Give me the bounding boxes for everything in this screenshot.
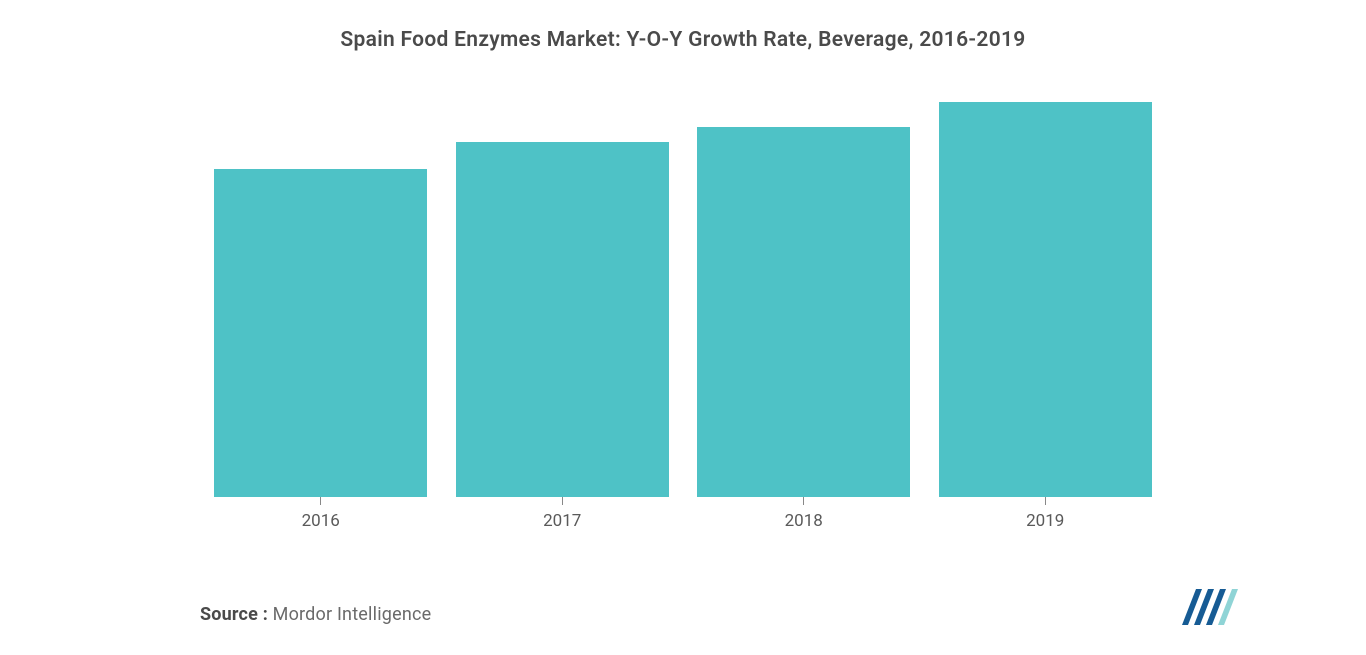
- bar: [214, 169, 427, 497]
- plot-area: [200, 87, 1166, 497]
- x-tick-group: 2016: [214, 497, 427, 531]
- x-tick-group: 2019: [939, 497, 1152, 531]
- x-axis-label: 2019: [1026, 511, 1064, 531]
- bar-group: [939, 102, 1152, 497]
- source-label: Source :: [200, 604, 268, 625]
- bar: [456, 142, 669, 497]
- tick-mark: [320, 497, 321, 505]
- x-tick-group: 2018: [697, 497, 910, 531]
- bar: [939, 102, 1152, 497]
- source-value: Mordor Intelligence: [273, 604, 432, 625]
- tick-mark: [803, 497, 804, 505]
- bar-group: [456, 142, 669, 497]
- bar-group: [697, 127, 910, 497]
- source-text: Source : Mordor Intelligence: [200, 604, 431, 625]
- chart-title: Spain Food Enzymes Market: Y-O-Y Growth …: [0, 28, 1366, 52]
- bar: [697, 127, 910, 497]
- x-axis: 2016 2017 2018 2019: [200, 497, 1166, 539]
- x-axis-label: 2016: [302, 511, 340, 531]
- source-row: Source : Mordor Intelligence: [200, 589, 1246, 625]
- x-tick-group: 2017: [456, 497, 669, 531]
- bar-group: [214, 169, 427, 497]
- x-axis-label: 2017: [543, 511, 581, 531]
- tick-mark: [562, 497, 563, 505]
- chart-container: Spain Food Enzymes Market: Y-O-Y Growth …: [0, 0, 1366, 655]
- x-axis-label: 2018: [785, 511, 823, 531]
- tick-mark: [1045, 497, 1046, 505]
- mordor-logo-icon: [1182, 589, 1246, 625]
